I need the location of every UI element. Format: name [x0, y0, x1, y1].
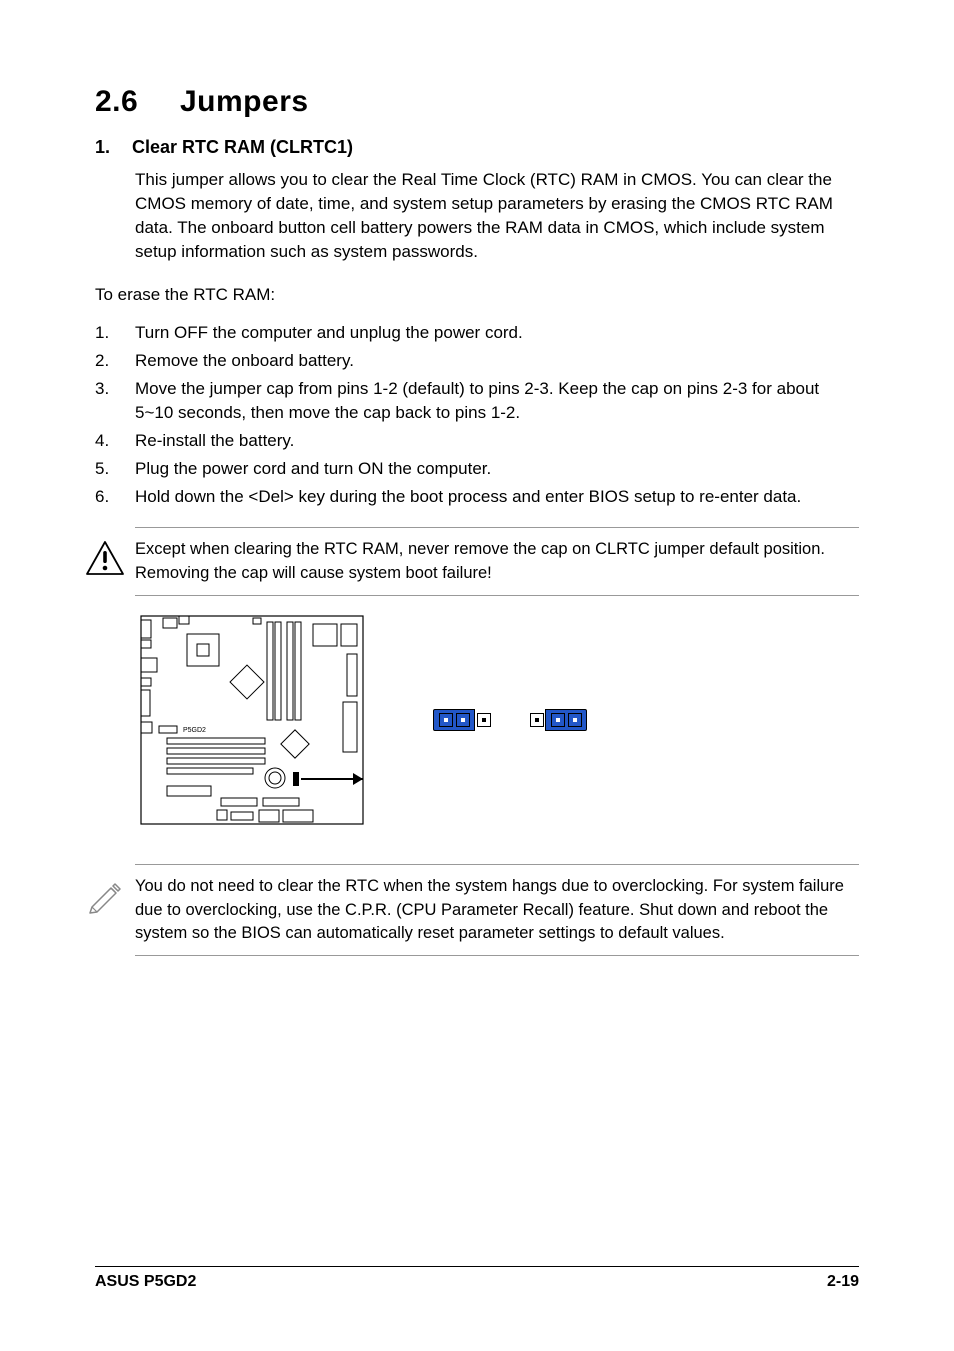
step-item: Re-install the battery. [95, 429, 859, 453]
jumper-diagram: P5GD2 [135, 610, 859, 830]
tip-note: You do not need to clear the RTC when th… [135, 864, 859, 956]
footer-left: ASUS P5GD2 [95, 1273, 196, 1291]
step-item: Plug the power cord and turn ON the comp… [95, 457, 859, 481]
step-item: Remove the onboard battery. [95, 349, 859, 373]
jumper-positions [415, 709, 605, 731]
section-name: Jumpers [180, 85, 309, 118]
section-number: 2.6 [95, 85, 180, 119]
jumper-cap-icon [545, 709, 587, 731]
motherboard-outline-icon: P5GD2 [135, 610, 370, 830]
warning-icon [75, 538, 135, 576]
footer-right: 2-19 [827, 1273, 859, 1291]
board-label-text: P5GD2 [183, 727, 206, 734]
tip-text: You do not need to clear the RTC when th… [135, 875, 859, 945]
erase-lead-in: To erase the RTC RAM: [95, 285, 859, 305]
section-title: 2.6Jumpers [95, 85, 859, 119]
page-footer: ASUS P5GD2 2-19 [95, 1266, 859, 1291]
steps-list: Turn OFF the computer and unplug the pow… [95, 321, 859, 510]
warning-text: Except when clearing the RTC RAM, never … [135, 538, 859, 585]
jumper-pin-open [477, 713, 491, 727]
jumper-clear [528, 709, 587, 731]
subsection-heading: 1.Clear RTC RAM (CLRTC1) [95, 137, 859, 158]
jumper-pin-open [530, 713, 544, 727]
intro-paragraph: This jumper allows you to clear the Real… [135, 168, 859, 265]
subsection-title: Clear RTC RAM (CLRTC1) [132, 137, 353, 157]
jumper-cap-icon [433, 709, 475, 731]
step-item: Move the jumper cap from pins 1-2 (defau… [95, 377, 859, 425]
step-item: Hold down the <Del> key during the boot … [95, 485, 859, 509]
subsection-number: 1. [95, 137, 132, 158]
jumper-normal [433, 709, 492, 731]
pencil-icon [75, 875, 135, 915]
warning-note: Except when clearing the RTC RAM, never … [135, 527, 859, 596]
step-item: Turn OFF the computer and unplug the pow… [95, 321, 859, 345]
